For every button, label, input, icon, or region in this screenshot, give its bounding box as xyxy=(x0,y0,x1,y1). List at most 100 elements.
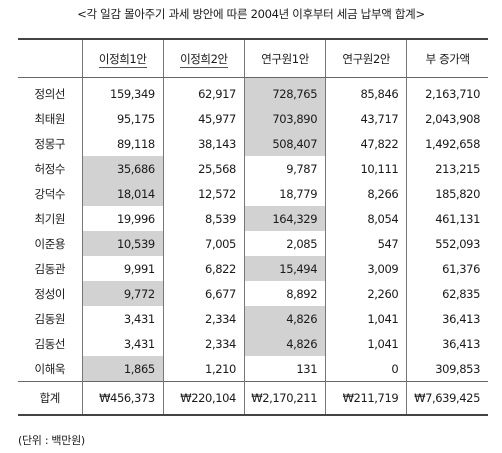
value-cell: 8,266 xyxy=(325,181,407,206)
total-cell: ₩7,639,425 xyxy=(406,381,488,416)
value-cell: 552,093 xyxy=(406,231,488,256)
value-cell: 62,917 xyxy=(162,77,245,106)
row-name: 김동관 xyxy=(34,261,66,276)
highlighted-cell: 10,539 xyxy=(81,231,164,256)
row-name: 정몽구 xyxy=(34,136,66,151)
value-cell: 10,111 xyxy=(325,156,407,181)
value-cell: 6,822 xyxy=(162,256,245,281)
header-cell: 부 증가액 xyxy=(406,38,488,78)
header-row: 이정희1안 이정희2안 연구원1안 연구원2안 부 증가액 xyxy=(18,38,488,78)
value-cell: 6,677 xyxy=(162,281,245,306)
table-row: 김동원 3,431 2,334 4,826 1,041 36,413 xyxy=(18,306,488,331)
value-cell: 2,163,710 xyxy=(406,77,488,106)
unit-note: (단위 : 백만원) xyxy=(18,434,85,447)
value-cell: 95,175 xyxy=(81,106,164,131)
value-cell: 45,977 xyxy=(162,106,245,131)
header-cell: 이정희2안 xyxy=(162,38,245,78)
value-cell: 36,413 xyxy=(406,331,488,356)
value-cell: 2,334 xyxy=(162,306,245,331)
value-cell: 547 xyxy=(325,231,407,256)
header-label: 이정희2안 xyxy=(180,51,228,68)
value-cell: 47,822 xyxy=(325,131,407,156)
total-row: 합계 ₩456,373 ₩220,104 ₩2,170,211 ₩211,719… xyxy=(18,381,488,416)
highlighted-cell: 9,772 xyxy=(81,281,164,306)
table-title: <각 일감 몰아주기 과세 방안에 따른 2004년 이후부터 세금 납부액 합… xyxy=(77,7,425,21)
table-row: 이해욱 1,865 1,210 131 0 309,853 xyxy=(18,356,488,382)
value-cell: 159,349 xyxy=(81,77,164,106)
value-cell: 9,787 xyxy=(243,156,326,181)
table-row: 정성이 9,772 6,677 8,892 2,260 62,835 xyxy=(18,281,488,306)
value-cell: 0 xyxy=(325,356,407,382)
value-cell: 7,005 xyxy=(162,231,245,256)
value-cell: 8,539 xyxy=(162,206,245,231)
value-cell: 1,492,658 xyxy=(406,131,488,156)
total-cell: ₩211,719 xyxy=(325,381,407,416)
value-cell: 38,143 xyxy=(162,131,245,156)
table-row: 김동관 9,991 6,822 15,494 3,009 61,376 xyxy=(18,256,488,281)
total-label: 합계 xyxy=(18,381,83,416)
row-name: 최기원 xyxy=(34,211,66,226)
value-cell: 2,334 xyxy=(162,331,245,356)
value-cell: 8,054 xyxy=(325,206,407,231)
value-cell: 25,568 xyxy=(162,156,245,181)
highlighted-cell: 703,890 xyxy=(243,106,326,131)
highlighted-cell: 35,686 xyxy=(81,156,164,181)
value-cell: 8,892 xyxy=(243,281,326,306)
row-name: 이해욱 xyxy=(34,361,66,376)
value-cell: 18,779 xyxy=(243,181,326,206)
table-row: 김동선 3,431 2,334 4,826 1,041 36,413 xyxy=(18,331,488,356)
value-cell: 131 xyxy=(243,356,326,382)
value-cell: 19,996 xyxy=(81,206,164,231)
header-corner xyxy=(18,38,83,78)
highlighted-cell: 1,865 xyxy=(81,356,164,382)
row-name: 이준용 xyxy=(34,236,66,251)
tax-table: 이정희1안 이정희2안 연구원1안 연구원2안 부 증가액 정의선 159,349… xyxy=(18,38,488,416)
total-cell: ₩220,104 xyxy=(162,381,245,416)
header-cell: 이정희1안 xyxy=(81,38,164,78)
highlighted-cell: 4,826 xyxy=(243,331,326,356)
row-name: 정성이 xyxy=(34,286,66,301)
table-row: 정몽구 89,118 38,143 508,407 47,822 1,492,658 xyxy=(18,131,488,156)
table-row: 이준용 10,539 7,005 2,085 547 552,093 xyxy=(18,231,488,256)
highlighted-cell: 508,407 xyxy=(243,131,326,156)
value-cell: 1,041 xyxy=(325,331,407,356)
total-cell: ₩2,170,211 xyxy=(243,381,326,416)
header-label: 이정희1안 xyxy=(98,51,147,68)
highlighted-cell: 728,765 xyxy=(243,77,326,106)
header-cell: 연구원2안 xyxy=(325,38,407,78)
value-cell: 2,085 xyxy=(243,231,326,256)
value-cell: 3,431 xyxy=(81,331,164,356)
row-name: 김동원 xyxy=(34,311,66,326)
value-cell: 213,215 xyxy=(406,156,488,181)
value-cell: 43,717 xyxy=(325,106,407,131)
table-row: 강덕수 18,014 12,572 18,779 8,266 185,820 xyxy=(18,181,488,206)
value-cell: 2,260 xyxy=(325,281,407,306)
value-cell: 1,210 xyxy=(162,356,245,382)
value-cell: 3,009 xyxy=(325,256,407,281)
row-name: 최태원 xyxy=(34,111,66,126)
value-cell: 1,041 xyxy=(325,306,407,331)
value-cell: 89,118 xyxy=(81,131,164,156)
value-cell: 62,835 xyxy=(406,281,488,306)
row-name: 강덕수 xyxy=(34,186,66,201)
highlighted-cell: 164,329 xyxy=(243,206,326,231)
highlighted-cell: 4,826 xyxy=(243,306,326,331)
row-name: 김동선 xyxy=(34,336,66,351)
value-cell: 36,413 xyxy=(406,306,488,331)
value-cell: 309,853 xyxy=(406,356,488,382)
value-cell: 461,131 xyxy=(406,206,488,231)
value-cell: 185,820 xyxy=(406,181,488,206)
highlighted-cell: 15,494 xyxy=(243,256,326,281)
row-name: 허정수 xyxy=(34,161,66,176)
header-cell: 연구원1안 xyxy=(243,38,326,78)
value-cell: 2,043,908 xyxy=(406,106,488,131)
table-row: 허정수 35,686 25,568 9,787 10,111 213,215 xyxy=(18,156,488,181)
value-cell: 12,572 xyxy=(162,181,245,206)
value-cell: 3,431 xyxy=(81,306,164,331)
total-cell: ₩456,373 xyxy=(81,381,164,416)
value-cell: 61,376 xyxy=(406,256,488,281)
highlighted-cell: 18,014 xyxy=(81,181,164,206)
table-row: 최기원 19,996 8,539 164,329 8,054 461,131 xyxy=(18,206,488,231)
value-cell: 85,846 xyxy=(325,77,407,106)
row-name: 정의선 xyxy=(34,87,66,101)
